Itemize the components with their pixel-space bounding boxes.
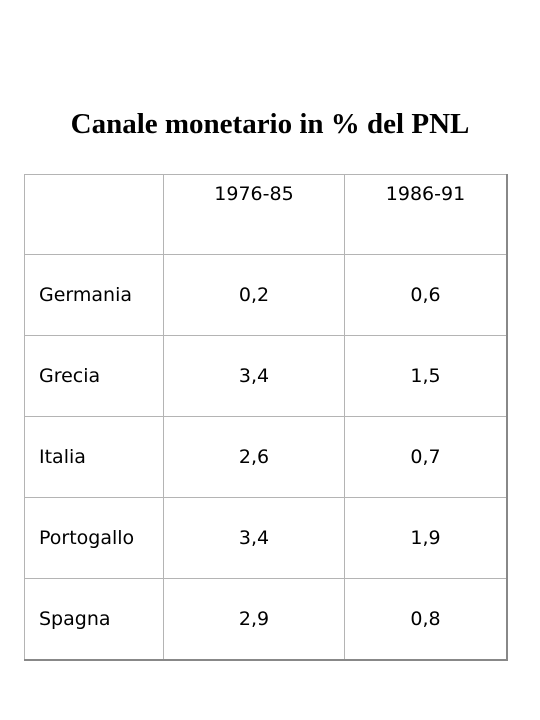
value-cell: 2,6 bbox=[163, 416, 345, 498]
value-cell: 2,9 bbox=[163, 578, 345, 661]
value-cell: 0,6 bbox=[344, 254, 508, 336]
row-label: Spagna bbox=[24, 578, 164, 661]
table-row: Spagna 2,9 0,8 bbox=[24, 578, 508, 661]
table-row: Germania 0,2 0,6 bbox=[24, 254, 508, 336]
row-label: Grecia bbox=[24, 335, 164, 417]
table-row: Grecia 3,4 1,5 bbox=[24, 335, 508, 417]
value-cell: 1,9 bbox=[344, 497, 508, 579]
row-label: Italia bbox=[24, 416, 164, 498]
header-row: 1976-85 1986-91 bbox=[24, 174, 508, 255]
header-cell: 1976-85 bbox=[163, 174, 345, 255]
title: Canale monetario in % del PNL bbox=[70, 108, 470, 140]
value-cell: 0,7 bbox=[344, 416, 508, 498]
value-cell: 3,4 bbox=[163, 335, 345, 417]
value-cell: 3,4 bbox=[163, 497, 345, 579]
corner-cell bbox=[24, 174, 164, 255]
value-cell: 1,5 bbox=[344, 335, 508, 417]
table: 1976-85 1986-91 Germania 0,2 0,6 Grecia 3,4 1,5… bbox=[24, 174, 508, 661]
table-row: Portogallo 3,4 1,9 bbox=[24, 497, 508, 579]
row-label: Germania bbox=[24, 254, 164, 336]
table-row: Italia 2,6 0,7 bbox=[24, 416, 508, 498]
row-label: Portogallo bbox=[24, 497, 164, 579]
header-cell: 1986-91 bbox=[344, 174, 508, 255]
value-cell: 0,8 bbox=[344, 578, 508, 661]
value-cell: 0,2 bbox=[163, 254, 345, 336]
